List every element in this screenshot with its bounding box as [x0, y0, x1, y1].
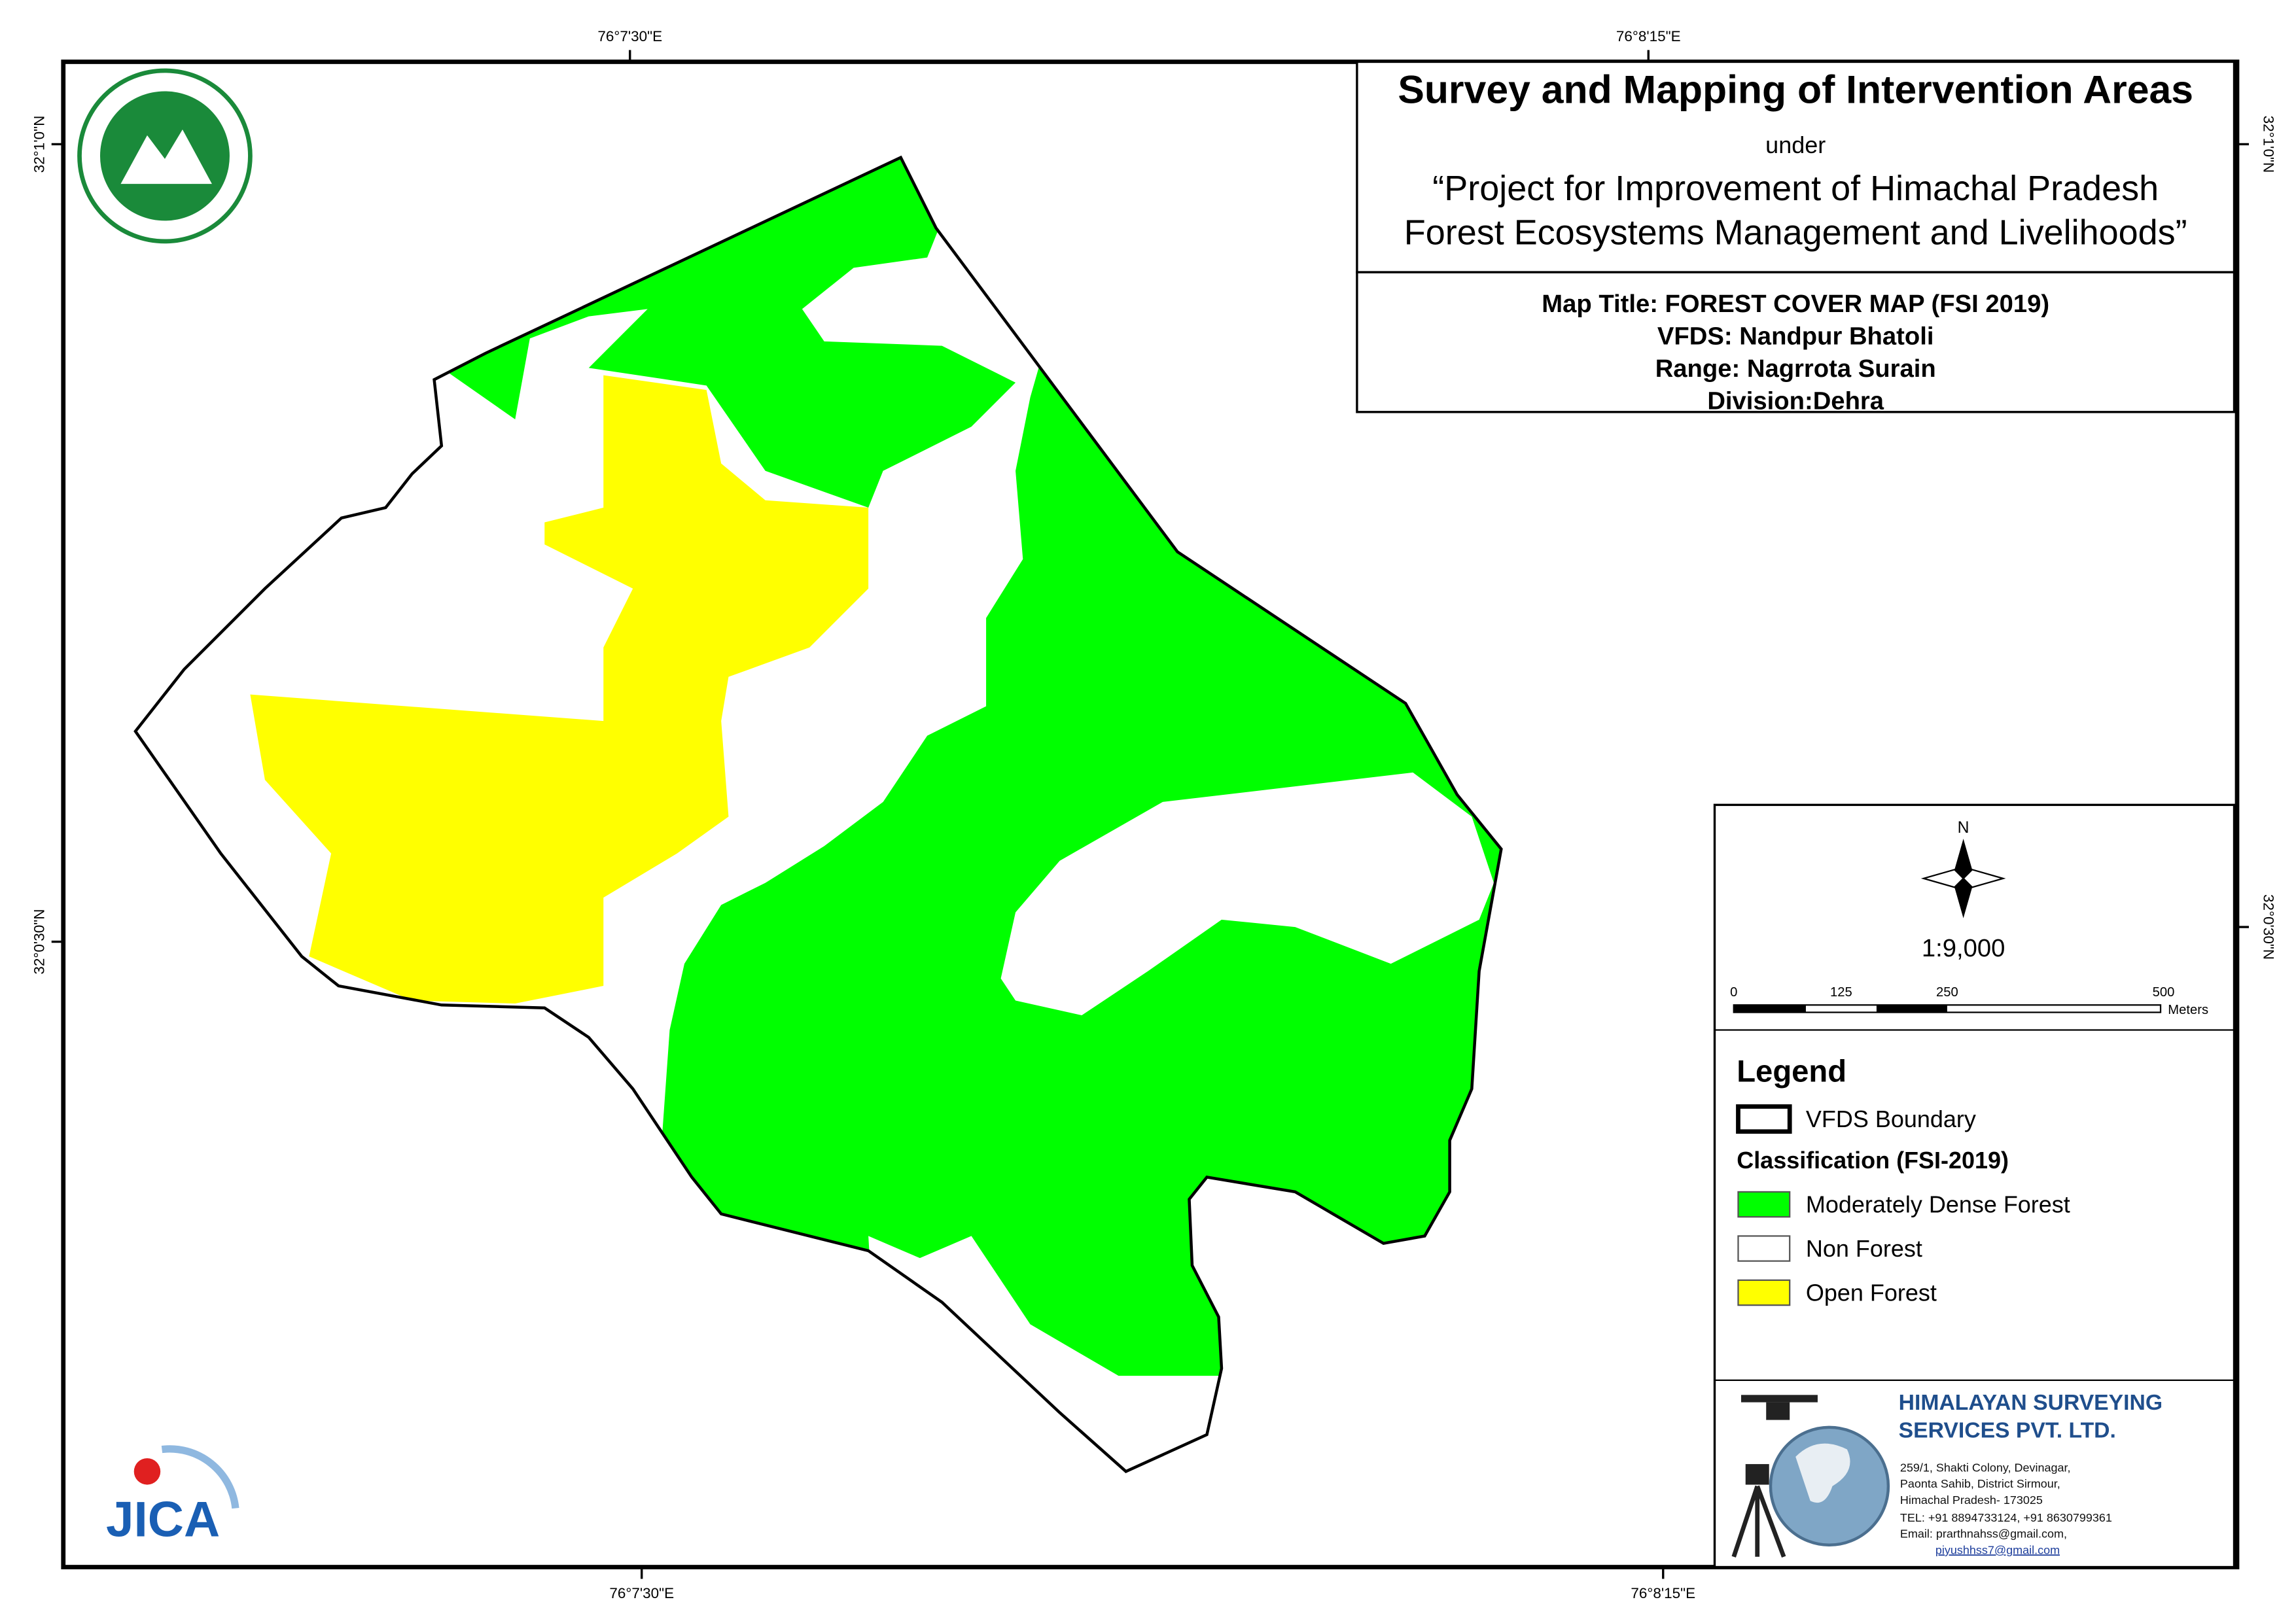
info-box [1356, 271, 2236, 413]
globe-land [1795, 1443, 1850, 1503]
address: Himachal Pradesh- 173025 [1900, 1493, 2043, 1507]
jica-logo: JICA [106, 1445, 239, 1547]
legend-title: Legend [1737, 1054, 1846, 1089]
legend-swatch [1736, 1104, 1792, 1134]
scale-segment [1733, 1005, 1806, 1013]
north-label: N [1958, 819, 1969, 837]
coord-label: 32°1'0"N [31, 116, 48, 173]
company-name: HIMALAYAN SURVEYING [1899, 1390, 2163, 1415]
north-arrow [1920, 839, 2006, 918]
company-name: SERVICES PVT. LTD. [1899, 1418, 2116, 1443]
jica-arc [161, 1445, 239, 1509]
coord-label: 76°8'15"E [1616, 28, 1681, 44]
jica-dot [133, 1458, 161, 1485]
logo-disc [99, 91, 230, 221]
scale-label: 500 [2153, 985, 2175, 1000]
legend-swatch [1737, 1279, 1791, 1306]
coord-label: 76°7'30"E [597, 28, 662, 44]
legend-swatch [1737, 1235, 1791, 1262]
drone-body [1766, 1402, 1790, 1420]
address: 259/1, Shakti Colony, Devinagar, [1900, 1461, 2071, 1474]
tripod [1731, 1485, 1786, 1558]
division: Division:Dehra [1707, 387, 1884, 415]
coord-label: 32°1'0"N [2260, 116, 2276, 173]
address: Paonta Sahib, District Sirmour, [1900, 1477, 2060, 1490]
camera [1745, 1464, 1769, 1485]
title: Survey and Mapping of Intervention Areas [1398, 67, 2193, 111]
scale-segment [1876, 1005, 1947, 1013]
email: piyushhss7@gmail.com [1935, 1543, 2060, 1556]
legend-label: Moderately Dense Forest [1806, 1191, 2070, 1217]
drone [1740, 1395, 1818, 1403]
coord-label: 32°0'30"N [31, 909, 48, 975]
graticule-ticks [51, 50, 2249, 1579]
forest-dept-logo [77, 68, 253, 244]
map-title: Map Title: FOREST COVER MAP (FSI 2019) [1542, 290, 2049, 318]
range: Range: Nagrrota Surain [1655, 355, 1936, 383]
coord-label: 32°0'30"N [2260, 894, 2276, 960]
legend-heading: Classification (FSI-2019) [1737, 1147, 2009, 1174]
logo-mountain [120, 129, 212, 184]
coord-label: 76°7'30"E [609, 1585, 674, 1601]
star-point [1954, 839, 1973, 879]
scale-label: 250 [1936, 985, 1958, 1000]
legend-label: VFDS Boundary [1806, 1106, 1976, 1132]
legend-swatch [1737, 1191, 1791, 1218]
company-logo [1731, 1395, 1890, 1558]
scale-bar [1733, 1004, 2162, 1013]
project-name: “Project for Improvement of Himachal Pra… [1432, 169, 2159, 208]
scale-label: 0 [1730, 985, 1737, 1000]
non-forest [1000, 772, 1494, 1016]
subtitle: under [1765, 131, 1826, 158]
star-point [1954, 878, 1973, 918]
vfds: VFDS: Nandpur Bhatoli [1657, 322, 1934, 350]
star-point [1962, 869, 2006, 888]
legend-label: Open Forest [1806, 1279, 1937, 1306]
jica-text: JICA [106, 1492, 220, 1547]
scale-ratio: 1:9,000 [1922, 934, 2005, 962]
scale-label: 125 [1830, 985, 1852, 1000]
project-name: Forest Ecosystems Management and Livelih… [1404, 213, 2187, 252]
coord-label: 76°8'15"E [1631, 1585, 1695, 1601]
email: Email: prarthnahss@gmail.com, [1900, 1527, 2067, 1541]
open-forest [250, 375, 869, 1004]
phone: TEL: +91 8894733124, +91 8630799361 [1900, 1511, 2112, 1524]
legend-label: Non Forest [1806, 1235, 1922, 1262]
scale-unit: Meters [2168, 1003, 2208, 1017]
